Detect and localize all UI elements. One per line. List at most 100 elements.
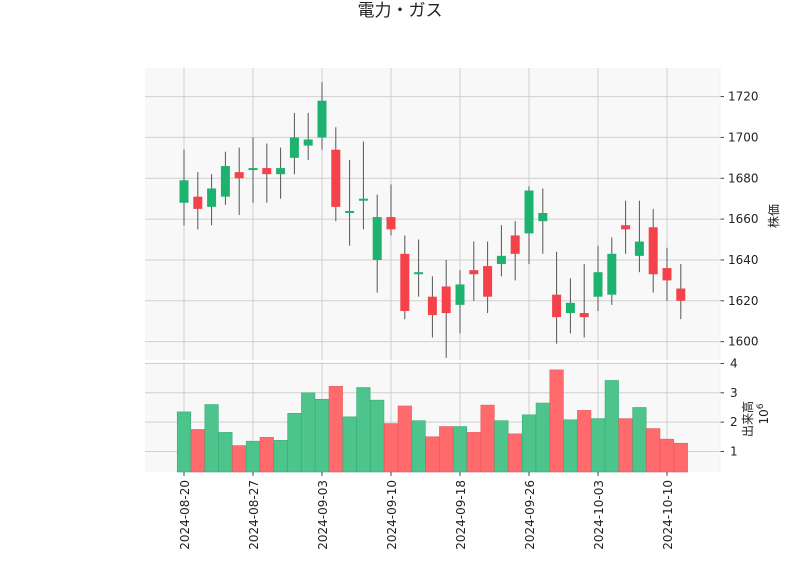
candle-body [593, 272, 603, 297]
volume-bar [535, 402, 550, 473]
volume-bar [494, 420, 509, 473]
candle-body [331, 149, 341, 207]
volume-bar [301, 392, 316, 473]
x-tick-label: 2024-08-20 [178, 480, 192, 550]
volume-tick-label: 4 [730, 356, 738, 370]
candle-body [427, 296, 437, 316]
candle-body [220, 166, 230, 197]
candle-body [400, 253, 410, 311]
candle-body [524, 190, 534, 234]
candle-body [565, 302, 575, 314]
volume-bar [370, 399, 385, 473]
volume-bar [273, 440, 288, 473]
x-tick-label: 2024-09-10 [385, 480, 399, 550]
candle-body [358, 198, 368, 201]
price-tick-label: 1620 [728, 294, 759, 308]
price-tick-label: 1700 [728, 130, 759, 144]
volume-panel: 1 2 3 4 [145, 356, 738, 473]
chart-title: 電力・ガス [357, 1, 443, 21]
candle-body [345, 210, 355, 213]
volume-bar [618, 418, 633, 473]
volume-bar [314, 398, 330, 473]
volume-bar [563, 419, 578, 473]
price-tick-label: 1680 [728, 171, 759, 185]
price-panel: 1600 1620 1640 1660 1680 1700 1720 [145, 68, 759, 360]
volume-bar [480, 404, 495, 473]
candle-body [262, 168, 272, 175]
candle-body [179, 180, 189, 203]
candle-body [276, 168, 286, 175]
candle-body [510, 235, 520, 254]
candle-body [455, 284, 465, 305]
volume-bar [411, 420, 426, 473]
candle-body [579, 313, 589, 318]
volume-bar [397, 405, 412, 473]
volume-bar [176, 411, 192, 473]
candle-body [621, 225, 631, 230]
volume-bar [549, 369, 564, 473]
candle-body [676, 288, 686, 301]
x-axis: 2024-08-20 2024-08-27 2024-09-03 2024-09-10… [178, 472, 675, 550]
price-axis-label: 株価 [766, 204, 781, 228]
volume-tick-label: 3 [730, 386, 738, 400]
volume-bar [425, 436, 440, 473]
volume-unit-label: 106 [756, 403, 771, 424]
volume-bar [673, 442, 688, 473]
volume-bar [577, 410, 592, 473]
x-tick-label: 2024-08-27 [247, 480, 261, 550]
volume-bar [646, 428, 661, 473]
price-tick-label: 1600 [728, 335, 759, 349]
volume-bar [287, 413, 302, 473]
candle-body [552, 294, 562, 318]
x-tick-label: 2024-10-10 [661, 480, 675, 550]
candle-body [607, 253, 617, 295]
volume-bar [245, 440, 261, 473]
candle-body [441, 286, 451, 314]
x-tick-label: 2024-09-26 [523, 480, 537, 550]
candle-body [414, 272, 424, 275]
candle-body [372, 217, 382, 260]
volume-bar [604, 380, 619, 473]
volume-tick-label: 1 [730, 444, 738, 458]
x-tick-label: 2024-09-18 [454, 480, 468, 550]
volume-bar [659, 438, 675, 473]
volume-bar [204, 404, 219, 473]
candle-body [317, 100, 327, 138]
x-tick-label: 2024-09-03 [316, 480, 330, 550]
candle-body [193, 196, 203, 209]
candle-body [386, 217, 396, 230]
candle-body [303, 139, 313, 146]
candle-body [662, 268, 672, 281]
volume-bar [590, 418, 606, 473]
candle-body [234, 172, 244, 179]
volume-bar [521, 414, 537, 473]
volume-bar [342, 416, 357, 473]
volume-bar [232, 445, 247, 473]
volume-bar [452, 426, 468, 473]
candle-body [648, 227, 658, 275]
candle-body [248, 168, 258, 171]
price-tick-label: 1720 [728, 90, 759, 104]
price-tick-label: 1660 [728, 212, 759, 226]
candle-body [483, 266, 493, 297]
candle-body [207, 188, 217, 207]
volume-bar [328, 386, 343, 473]
volume-bar [466, 432, 481, 473]
price-tick-label: 1640 [728, 253, 759, 267]
candle-body [634, 241, 644, 256]
volume-bar [632, 407, 647, 473]
x-tick-label: 2024-10-03 [592, 480, 606, 550]
candle-body [469, 270, 479, 275]
volume-axis-label: 出来高 [740, 401, 755, 437]
volume-bar [356, 387, 371, 473]
volume-bar [508, 433, 523, 473]
volume-bar [383, 423, 399, 473]
candle-body [289, 137, 299, 158]
volume-bar [259, 437, 274, 473]
volume-tick-label: 2 [730, 415, 738, 429]
candle-body [496, 255, 506, 265]
candle-body [538, 212, 548, 222]
volume-bar [218, 432, 233, 473]
volume-bar [190, 429, 205, 473]
